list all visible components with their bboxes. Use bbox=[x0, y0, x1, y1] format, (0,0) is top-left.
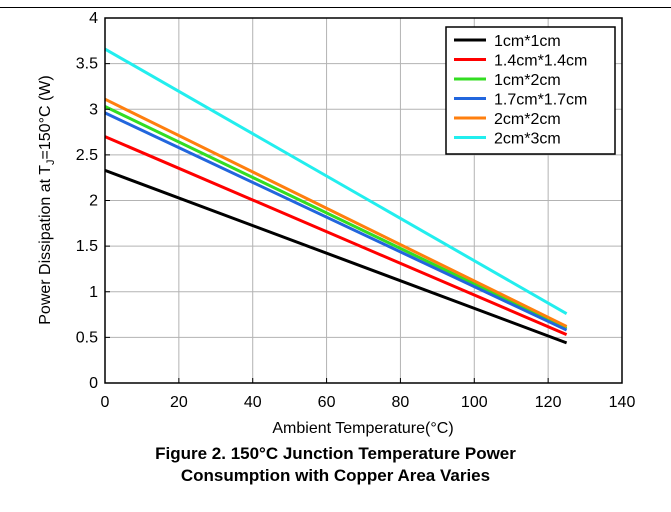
series-layer bbox=[104, 47, 568, 345]
y-tick-label: 4 bbox=[89, 10, 98, 27]
x-tick-label: 40 bbox=[244, 394, 262, 411]
y-axis-title-sub: J bbox=[45, 159, 57, 165]
legend-label: 1cm*1cm bbox=[494, 33, 561, 50]
series-line bbox=[104, 47, 568, 315]
series-line bbox=[104, 135, 568, 337]
series-line bbox=[104, 168, 568, 345]
legend-label: 1.4cm*1.4cm bbox=[494, 53, 587, 70]
legend: 1cm*1cm 1.4cm*1.4cm 1cm*2cm 1.7cm*1.7cm 2cm*… bbox=[445, 26, 616, 155]
y-tick-label: 1.5 bbox=[76, 238, 98, 255]
y-tick-label: 3.5 bbox=[76, 56, 98, 73]
legend-label: 2cm*3cm bbox=[494, 131, 561, 148]
legend-label: 1cm*2cm bbox=[494, 72, 561, 89]
x-tick-label: 60 bbox=[318, 394, 336, 411]
y-tick-label: 1 bbox=[89, 284, 98, 301]
legend-label: 2cm*2cm bbox=[494, 111, 561, 128]
series-line bbox=[104, 97, 568, 328]
y-tick-label: 3 bbox=[89, 101, 98, 118]
y-tick-label: 0 bbox=[89, 375, 98, 392]
x-tick-label: 100 bbox=[461, 394, 488, 411]
tick-layer: 0 20 40 60 80 100 120 140 0 0.5 1 1.5 2 2.5 3 3.5 4 bbox=[76, 10, 636, 411]
y-tick-label: 0.5 bbox=[76, 329, 98, 346]
legend-label: 1.7cm*1.7cm bbox=[494, 92, 587, 109]
x-tick-label: 120 bbox=[535, 394, 562, 411]
y-axis-title-pre: Power Dissipation at T bbox=[37, 165, 54, 325]
y-tick-label: 2 bbox=[89, 193, 98, 210]
top-rule bbox=[0, 7, 671, 8]
line-chart: 0 20 40 60 80 100 120 140 0 0.5 1 1.5 2 2.5 3 3.5 4 1cm*… bbox=[37, 10, 636, 437]
x-tick-label: 20 bbox=[170, 394, 188, 411]
y-tick-label: 2.5 bbox=[76, 147, 98, 164]
x-tick-label: 140 bbox=[609, 394, 636, 411]
y-axis-title: Power Dissipation at TJ=150°C (W) bbox=[37, 75, 57, 324]
x-tick-label: 0 bbox=[101, 394, 110, 411]
legend-box bbox=[445, 26, 616, 155]
x-tick-label: 80 bbox=[392, 394, 410, 411]
series-line bbox=[104, 105, 568, 330]
y-axis-title-post: =150°C (W) bbox=[37, 75, 54, 159]
figure-caption-line-1: Figure 2. 150°C Junction Temperature Pow… bbox=[155, 444, 516, 463]
figure-caption-line-2: Consumption with Copper Area Varies bbox=[180, 466, 491, 485]
series-line bbox=[104, 111, 568, 332]
x-axis-title: Ambient Temperature(°C) bbox=[272, 420, 453, 437]
